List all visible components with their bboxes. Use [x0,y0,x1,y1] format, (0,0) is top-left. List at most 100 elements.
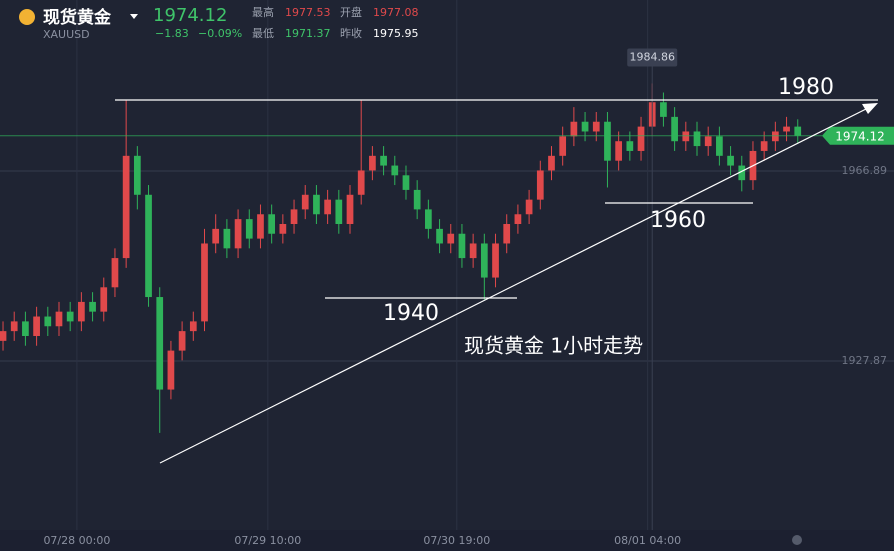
candle-body [660,102,667,117]
last-price-tag-label: 1974.12 [835,129,885,143]
candle-body [55,311,63,327]
open-value: 1977.08 [373,6,419,19]
candle-body [402,175,410,190]
candle-body [234,219,242,249]
candle-body [111,258,119,288]
candle-body [436,228,443,244]
scroll-handle[interactable] [792,535,802,545]
candle-body [536,170,544,200]
x-axis-band [0,530,894,551]
candle-body [704,136,712,147]
candle-body [223,228,231,249]
high-marker-box [627,48,678,67]
low-value: 1971.37 [285,27,331,40]
candle-body [604,121,611,161]
candle-body [783,126,790,132]
candle-body [122,155,130,259]
candle-body [212,228,220,244]
candle-body [301,194,309,210]
prev-value: 1975.95 [373,27,419,40]
high-marker-label: 1984.86 [629,50,675,63]
candle-body [637,126,645,151]
candle-body [335,199,343,224]
instrument-title[interactable]: 现货黄金 [43,7,112,28]
candle-body [514,214,522,224]
candle-body [503,223,511,244]
candle-body [313,194,320,215]
symbol: XAUUSD [43,28,90,41]
candle-body [671,116,678,142]
candle-body [245,219,253,239]
trend-arrow [862,103,878,114]
candle-body [413,189,421,210]
candle-body [615,141,623,161]
candle-body [290,209,298,224]
x-tick-label: 07/28 00:00 [43,534,110,547]
change: −1.83 [155,27,189,40]
low-label: 最低 [252,27,274,40]
annotation-1960: 1960 [650,208,706,233]
candle-body [380,155,387,166]
candle-body [78,301,85,322]
candle-body [391,165,399,176]
candle-body [425,209,432,229]
candle-body [794,126,802,136]
candle-body [189,321,197,332]
prev-label: 昨收 [340,26,362,40]
logo [19,9,35,25]
candle-body [44,316,52,327]
x-tick-label: 07/30 19:00 [423,534,490,547]
candle-body [458,233,466,259]
candle-body [66,311,74,322]
candle-body [469,243,477,259]
candle-body [492,243,499,278]
candle-body [167,350,175,390]
candle-body [727,155,734,166]
candle-body [447,233,455,244]
candle-body [100,287,108,312]
candle-body [268,214,276,234]
x-tick-label: 07/29 10:00 [234,534,301,547]
candle-body [279,223,287,234]
candle-body [324,199,331,215]
candle-body [89,301,96,312]
y-tick-label: 1927.87 [842,354,888,367]
candle-body [346,194,354,224]
candle-body [201,243,208,322]
high-value: 1977.53 [285,6,331,19]
candle-body [626,141,634,151]
x-tick-label: 08/01 04:00 [614,534,681,547]
candle-body [156,297,164,390]
last-price-tag [822,126,894,145]
annotation-1940: 1940 [383,301,439,326]
y-tick-label: 1966.89 [842,164,888,177]
trend-line [159,105,873,464]
candle-body [357,170,365,195]
candle-body [145,194,152,298]
last-price: 1974.12 [153,5,227,26]
candle-body [480,243,488,278]
candle-body [559,136,567,156]
annotation-1980: 1980 [778,75,834,100]
candle-body [771,131,779,142]
candle-body [22,321,29,336]
candle-body [525,199,533,215]
candle-body [682,131,690,142]
candle-body [738,165,746,181]
candle-body [257,214,264,239]
candle-body [693,131,701,147]
annotation-caption: 现货黄金 1小时走势 [464,334,643,358]
candle-body [10,321,18,332]
change-pct: −0.09% [198,27,242,40]
candle-body [0,331,7,341]
dropdown-arrow[interactable] [130,14,138,19]
candle-body [716,136,723,156]
candle-body [548,155,555,171]
candle-body [570,121,578,137]
high-label: 最高 [252,5,274,19]
candle-body [760,141,768,151]
candle-body [178,331,186,351]
candle-body [133,155,141,195]
